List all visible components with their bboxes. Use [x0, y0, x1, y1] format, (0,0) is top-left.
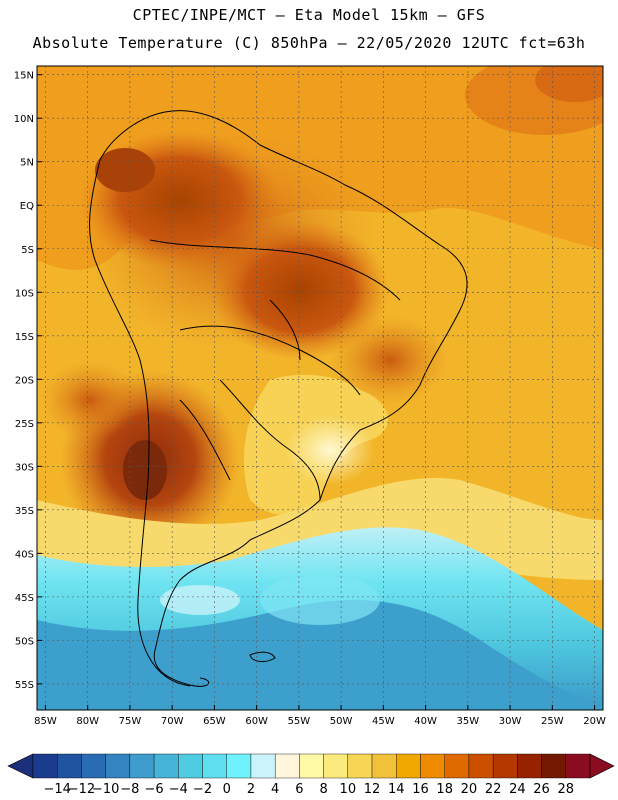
- lat-tick-label: 5S: [21, 245, 34, 256]
- colorbar-label: 10: [340, 782, 357, 797]
- colorbar-swatch: [492, 753, 518, 779]
- colorbar-swatch: [468, 753, 494, 779]
- title-line-1: CPTEC/INPE/MCT – Eta Model 15km – GFS: [132, 6, 486, 24]
- lon-tick-label: 60W: [245, 716, 268, 727]
- colorbar-label: 2: [247, 782, 255, 797]
- colorbar-label: −4: [169, 782, 188, 797]
- lon-tick-label: 35W: [457, 716, 480, 727]
- lat-tick-label: 10S: [15, 288, 34, 299]
- lon-tick-label: 30W: [499, 716, 522, 727]
- colorbar-swatch: [250, 753, 276, 779]
- colorbar-label: −12: [68, 782, 95, 797]
- lon-tick-label: 75W: [119, 716, 142, 727]
- title-line-2: Absolute Temperature (C) 850hPa – 22/05/…: [32, 34, 586, 52]
- lat-tick-label: 25S: [15, 419, 34, 430]
- lat-tick-label: 55S: [15, 680, 34, 691]
- colorbar-label: 20: [461, 782, 478, 797]
- lon-tick-label: 85W: [34, 716, 57, 727]
- lat-tick-label: 20S: [15, 375, 34, 386]
- lon-tick-label: 70W: [161, 716, 184, 727]
- colorbar-swatch: [420, 753, 445, 779]
- colorbar-swatch: [178, 753, 203, 779]
- colorbar-label: 18: [436, 782, 453, 797]
- colorbar-label: 24: [509, 782, 526, 797]
- colorbar-label: 26: [533, 782, 550, 797]
- colorbar-swatch: [323, 753, 349, 779]
- colorbar-swatch: [517, 753, 542, 779]
- colorbar-swatch: [105, 753, 131, 779]
- colorbar-swatch: [226, 753, 252, 779]
- coastlines: [89, 110, 468, 687]
- plot-frame: [36, 65, 604, 711]
- colorbar-over-arrow: [589, 753, 615, 779]
- colorbar-swatch: [57, 753, 82, 779]
- colorbar-swatch: [274, 753, 300, 779]
- lat-tick-label: 15N: [14, 71, 34, 82]
- longitude-ticks: 85W 80W 75W 70W 65W 60W 55W 50W 45W 40W 35W 30W 25W 2…: [34, 705, 606, 727]
- colorbar-swatch: [541, 753, 566, 779]
- lat-tick-label: 45S: [15, 593, 34, 604]
- lon-tick-label: 20W: [583, 716, 606, 727]
- lat-tick-label: 50S: [15, 636, 34, 647]
- lon-tick-label: 45W: [372, 716, 395, 727]
- latitude-ticks: 15N 10N 5N EQ 5S 10S 15S 20S 25S 30S 35S 40S 45S 50S 5…: [14, 71, 42, 691]
- colorbar-swatch: [81, 753, 106, 779]
- lat-tick-label: 15S: [15, 332, 34, 343]
- colorbar-swatch: [396, 753, 421, 779]
- lon-tick-label: 80W: [76, 716, 99, 727]
- colorbar-label: −14: [43, 782, 70, 797]
- colorbar-label: −8: [120, 782, 139, 797]
- lat-tick-label: EQ: [20, 201, 34, 212]
- colorbar-label: 4: [271, 782, 279, 797]
- lon-tick-label: 65W: [203, 716, 226, 727]
- colorbar-swatch: [299, 753, 324, 779]
- lat-tick-label: 5N: [20, 158, 34, 169]
- colorbar: −14−12−10 −8 −6 −4 −2 0 2 4 6 8 10 12 14 16 18 20 22 24 26…: [7, 753, 615, 797]
- colorbar-label: −10: [92, 782, 119, 797]
- colorbar-label: 16: [412, 782, 429, 797]
- colorbar-swatch: [444, 753, 470, 779]
- lat-tick-label: 10N: [14, 114, 34, 125]
- colorbar-swatch: [347, 753, 373, 779]
- lon-tick-label: 55W: [288, 716, 311, 727]
- temperature-field: [37, 66, 603, 710]
- colorbar-label: −6: [145, 782, 164, 797]
- colorbar-swatch: [153, 753, 179, 779]
- colorbar-swatch: [371, 753, 397, 779]
- colorbar-label: 14: [388, 782, 405, 797]
- lon-tick-label: 50W: [330, 716, 353, 727]
- colorbar-label: 0: [223, 782, 231, 797]
- lat-tick-label: 40S: [15, 549, 34, 560]
- colorbar-label: 22: [485, 782, 502, 797]
- colorbar-label: 6: [295, 782, 303, 797]
- colorbar-under-arrow: [7, 753, 34, 779]
- lat-tick-label: 30S: [15, 462, 34, 473]
- lat-tick-label: 35S: [15, 506, 34, 517]
- colorbar-label: 12: [364, 782, 381, 797]
- colorbar-label: 8: [319, 782, 327, 797]
- colorbar-swatch: [32, 753, 58, 779]
- colorbar-swatch: [202, 753, 227, 779]
- colorbar-label: −2: [193, 782, 212, 797]
- colorbar-swatch: [129, 753, 155, 779]
- lon-tick-label: 25W: [541, 716, 564, 727]
- colorbar-swatch: [565, 753, 591, 779]
- colorbar-label: 28: [558, 782, 575, 797]
- lon-tick-label: 40W: [414, 716, 437, 727]
- grid-lines: [37, 66, 603, 710]
